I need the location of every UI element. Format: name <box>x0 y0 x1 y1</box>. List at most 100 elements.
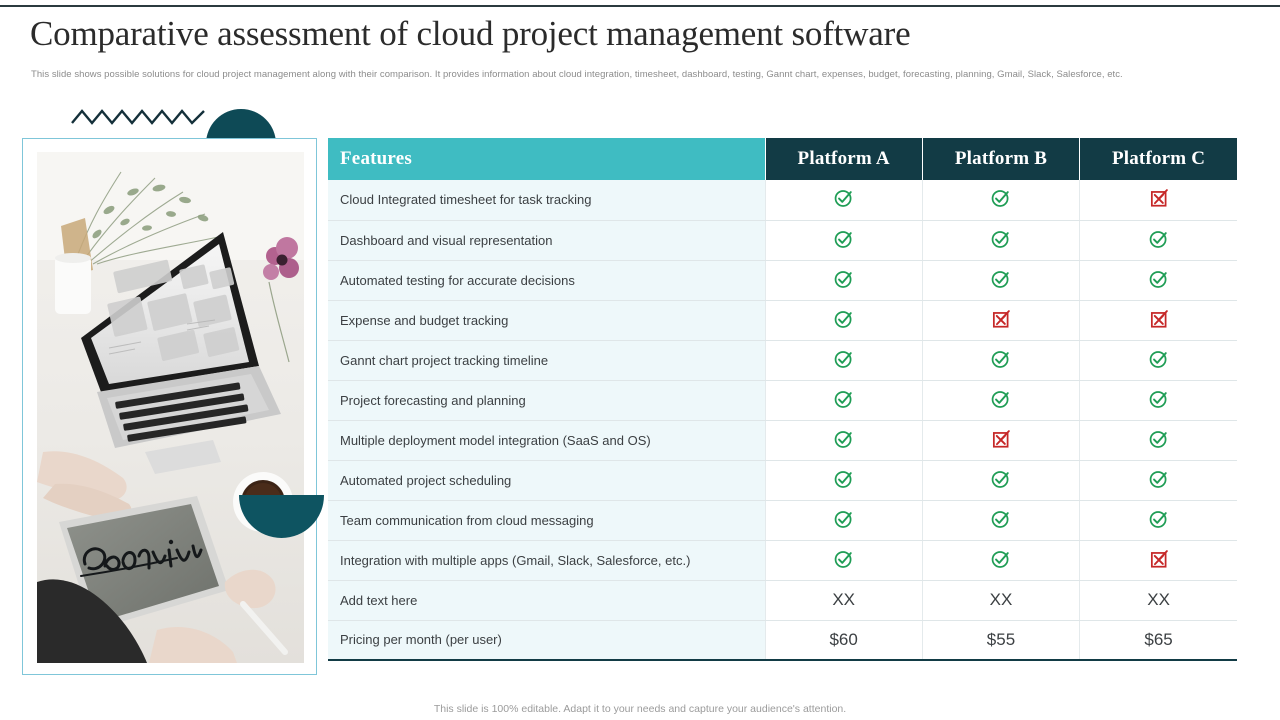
check-circle-icon <box>990 508 1012 530</box>
feature-label: Cloud Integrated timesheet for task trac… <box>328 180 765 221</box>
cell-platform-a <box>764 420 923 461</box>
check-circle-icon <box>990 468 1012 490</box>
column-header-platform-c: Platform C <box>1079 138 1237 180</box>
check-circle-icon <box>990 548 1012 570</box>
cell-platform-a <box>764 180 923 221</box>
cell-platform-a <box>764 500 923 541</box>
photo-frame <box>22 138 317 675</box>
check-circle-icon <box>833 228 855 250</box>
cell-platform-a <box>764 340 923 381</box>
cell-platform-b <box>921 260 1080 301</box>
check-circle-icon <box>833 508 855 530</box>
cell-platform-b <box>921 380 1080 421</box>
feature-label: Pricing per month (per user) <box>328 620 765 661</box>
cell-value-text: $55 <box>986 629 1016 649</box>
photo-illustration-icon <box>37 152 304 663</box>
cell-platform-c <box>1079 420 1237 461</box>
check-circle-icon <box>1148 388 1170 410</box>
table-row: Automated project scheduling <box>328 460 1237 501</box>
feature-label: Team communication from cloud messaging <box>328 500 765 541</box>
table-row: Multiple deployment model integration (S… <box>328 420 1237 461</box>
check-circle-icon <box>1148 228 1170 250</box>
cell-platform-b <box>921 500 1080 541</box>
column-header-platform-a: Platform A <box>764 138 923 180</box>
check-circle-icon <box>833 428 855 450</box>
feature-label: Automated project scheduling <box>328 460 765 501</box>
cell-platform-c <box>1079 180 1237 221</box>
page-title: Comparative assessment of cloud project … <box>30 14 911 53</box>
check-circle-icon <box>990 268 1012 290</box>
cell-value-text: XX <box>1147 590 1170 609</box>
cell-platform-b <box>921 340 1080 381</box>
check-circle-icon <box>833 187 855 209</box>
cell-platform-c <box>1079 340 1237 381</box>
cross-box-icon <box>990 428 1012 450</box>
page-subtitle: This slide shows possible solutions for … <box>31 69 1123 80</box>
cell-platform-c <box>1079 500 1237 541</box>
footer-note: This slide is 100% editable. Adapt it to… <box>433 703 847 715</box>
check-circle-icon <box>990 348 1012 370</box>
check-circle-icon <box>990 228 1012 250</box>
feature-label: Multiple deployment model integration (S… <box>328 420 765 461</box>
cell-platform-b <box>921 540 1080 581</box>
table-row: Integration with multiple apps (Gmail, S… <box>328 540 1237 581</box>
cell-platform-a <box>764 220 923 261</box>
check-circle-icon <box>833 468 855 490</box>
check-circle-icon <box>833 348 855 370</box>
feature-label: Dashboard and visual representation <box>328 220 765 261</box>
cell-platform-c <box>1079 540 1237 581</box>
table-body: Cloud Integrated timesheet for task trac… <box>328 180 1237 661</box>
cell-platform-b <box>921 420 1080 461</box>
feature-label: Integration with multiple apps (Gmail, S… <box>328 540 765 581</box>
cell-platform-b <box>921 460 1080 501</box>
column-header-features: Features <box>328 138 765 180</box>
cell-platform-b: XX <box>921 580 1080 621</box>
cell-platform-c <box>1079 460 1237 501</box>
check-circle-icon <box>990 187 1012 209</box>
cell-platform-a: $60 <box>764 620 923 661</box>
cell-platform-c <box>1079 300 1237 341</box>
table-row: Automated testing for accurate decisions <box>328 260 1237 301</box>
feature-label: Project forecasting and planning <box>328 380 765 421</box>
table-header-row: Features Platform A Platform B Platform … <box>328 138 1237 180</box>
table-row: Project forecasting and planning <box>328 380 1237 421</box>
cross-box-icon <box>1148 187 1170 209</box>
feature-label: Add text here <box>328 580 765 621</box>
cross-box-icon <box>990 308 1012 330</box>
table-row: Pricing per month (per user) $60 $55 $65 <box>328 620 1237 661</box>
cell-platform-a <box>764 460 923 501</box>
table-row: Dashboard and visual representation <box>328 220 1237 261</box>
cell-value-text: $65 <box>1144 629 1173 649</box>
check-circle-icon <box>1148 268 1170 290</box>
table-row: Gannt chart project tracking timeline <box>328 340 1237 381</box>
cell-platform-c <box>1079 380 1237 421</box>
cell-platform-b <box>921 180 1080 221</box>
cell-platform-b <box>921 300 1080 341</box>
check-circle-icon <box>1148 508 1170 530</box>
cell-platform-b: $55 <box>921 620 1080 661</box>
check-circle-icon <box>1148 348 1170 370</box>
table-row: Team communication from cloud messaging <box>328 500 1237 541</box>
cell-platform-a <box>764 260 923 301</box>
cell-platform-c <box>1079 220 1237 261</box>
feature-label: Gannt chart project tracking timeline <box>328 340 765 381</box>
comparison-table: Features Platform A Platform B Platform … <box>328 138 1237 661</box>
table-row: Add text here XX XX XX <box>328 580 1237 621</box>
table-row: Cloud Integrated timesheet for task trac… <box>328 180 1237 221</box>
check-circle-icon <box>833 268 855 290</box>
cell-platform-c: $65 <box>1079 620 1237 661</box>
check-circle-icon <box>833 388 855 410</box>
check-circle-icon <box>833 308 855 330</box>
cell-platform-c: XX <box>1079 580 1237 621</box>
cell-platform-a <box>764 540 923 581</box>
cell-value-text: $60 <box>829 629 858 649</box>
cross-box-icon <box>1148 308 1170 330</box>
cell-platform-a <box>764 300 923 341</box>
check-circle-icon <box>1148 468 1170 490</box>
top-divider-rule <box>0 5 1280 7</box>
zigzag-decoration-icon <box>71 109 205 125</box>
workspace-photo <box>37 152 304 663</box>
cell-platform-b <box>921 220 1080 261</box>
cell-platform-a <box>764 380 923 421</box>
check-circle-icon <box>990 388 1012 410</box>
